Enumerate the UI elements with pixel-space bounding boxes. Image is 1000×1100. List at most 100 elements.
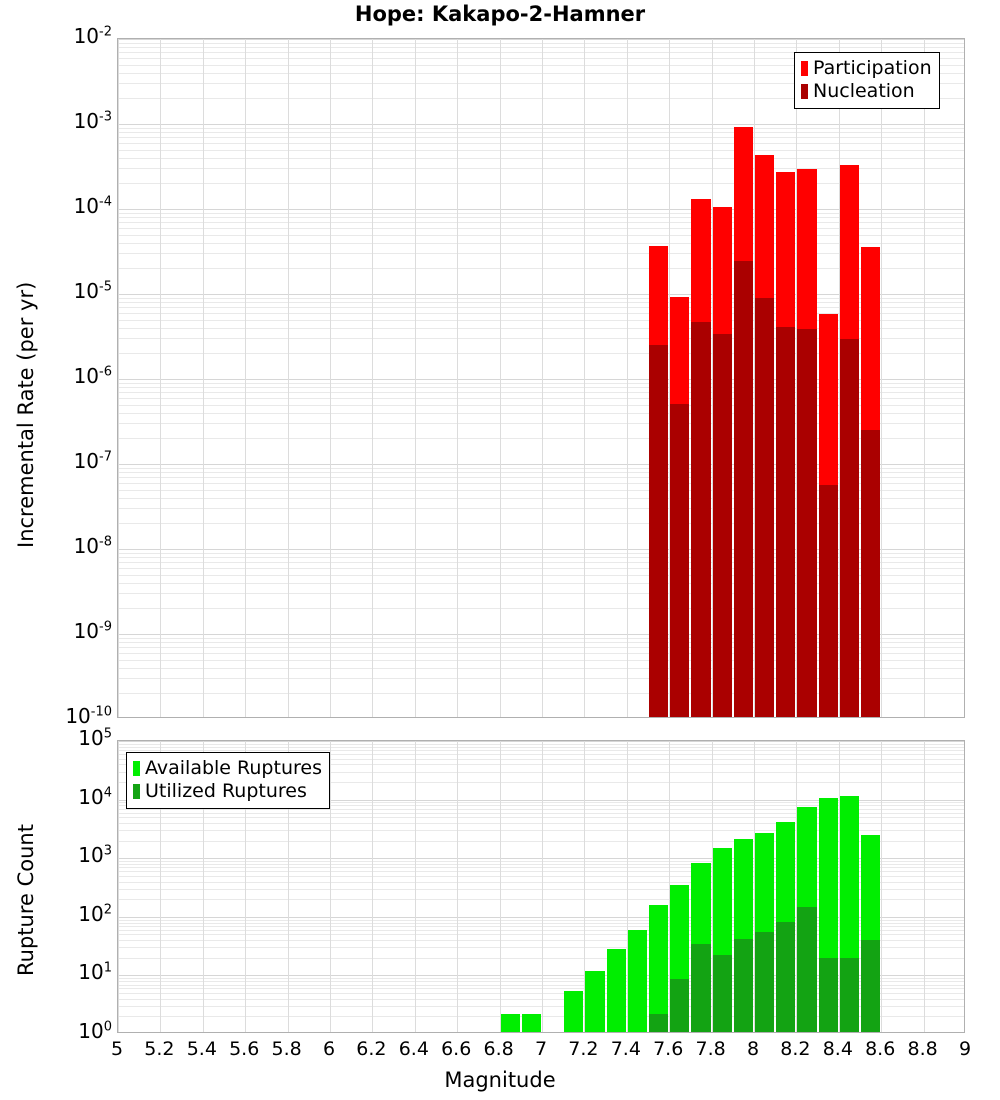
segment-nucleation (649, 344, 669, 717)
xtick-6.4: 6.4 (398, 1038, 429, 1060)
bar-rupture-count-8.5 (861, 741, 881, 1032)
top-ytick--2: 10-2 (73, 24, 112, 48)
segment-utilized-ruptures (861, 940, 881, 1032)
participation-swatch-icon (801, 61, 808, 76)
xtick-7.4: 7.4 (610, 1038, 641, 1060)
top-legend: Participation Nucleation (794, 52, 940, 109)
bar-rupture-count-7.7 (691, 741, 711, 1032)
segment-utilized-ruptures (839, 958, 859, 1032)
xtick-7.2: 7.2 (568, 1038, 599, 1060)
xtick-9: 9 (958, 1038, 972, 1060)
utilized-ruptures-swatch-icon (133, 784, 140, 799)
bar-rupture-count-6.8 (500, 741, 520, 1032)
segment-available-ruptures (500, 1014, 520, 1032)
top-ytick--5: 10-5 (73, 279, 112, 303)
segment-available-ruptures (627, 929, 647, 1032)
segment-nucleation (797, 328, 817, 717)
bar-rupture-count-6.9 (521, 741, 541, 1032)
segment-nucleation (712, 334, 732, 717)
xtick-8: 8 (746, 1038, 760, 1060)
bar-incremental-rate-8.1 (776, 39, 796, 717)
bar-rupture-count-7.3 (606, 741, 626, 1032)
segment-available-ruptures (521, 1014, 541, 1032)
xtick-7.6: 7.6 (653, 1038, 684, 1060)
bar-incremental-rate-7.6 (670, 39, 690, 717)
xtick-8.2: 8.2 (780, 1038, 811, 1060)
bar-rupture-count-8.2 (797, 741, 817, 1032)
bar-rupture-count-7.1 (564, 741, 584, 1032)
top-ytick--9: 10-9 (73, 619, 112, 643)
bottom-y-axis-label: Rupture Count (14, 824, 38, 976)
bottom-ytick-1: 101 (78, 960, 112, 985)
bar-incremental-rate-8.5 (861, 39, 881, 717)
top-ytick--10: 10-10 (65, 704, 112, 728)
segment-nucleation (839, 339, 859, 717)
top-bars (118, 39, 964, 717)
bar-rupture-count-7.9 (733, 741, 753, 1032)
bar-incremental-rate-7.7 (691, 39, 711, 717)
segment-nucleation (776, 326, 796, 717)
xtick-5: 5 (110, 1038, 124, 1060)
bottom-ytick-4: 104 (78, 784, 112, 809)
bar-incremental-rate-7.5 (649, 39, 669, 717)
bar-rupture-count-8.4 (839, 741, 859, 1032)
segment-utilized-ruptures (776, 921, 796, 1032)
legend-label-utilized-ruptures: Utilized Ruptures (145, 780, 307, 802)
page-title: Hope: Kakapo-2-Hamner (354, 2, 646, 26)
bottom-legend: Available Ruptures Utilized Ruptures (126, 752, 330, 809)
legend-item-participation[interactable]: Participation (801, 57, 932, 80)
bottom-ytick-3: 103 (78, 843, 112, 868)
bar-rupture-count-8 (755, 741, 775, 1032)
xtick-8.6: 8.6 (865, 1038, 896, 1060)
segment-utilized-ruptures (755, 932, 775, 1032)
top-ytick--3: 10-3 (73, 109, 112, 133)
xtick-5.8: 5.8 (271, 1038, 302, 1060)
segment-available-ruptures (564, 991, 584, 1032)
bar-rupture-count-6.3 (395, 741, 414, 1032)
bottom-bars (118, 741, 964, 1032)
segment-utilized-ruptures (818, 958, 838, 1032)
xtick-5.6: 5.6 (229, 1038, 260, 1060)
segment-available-ruptures (606, 949, 626, 1032)
legend-item-nucleation[interactable]: Nucleation (801, 80, 932, 103)
xtick-8.4: 8.4 (822, 1038, 853, 1060)
segment-utilized-ruptures (649, 1014, 669, 1032)
bottom-ytick-2: 102 (78, 901, 112, 926)
xtick-6.6: 6.6 (441, 1038, 472, 1060)
legend-label-participation: Participation (813, 57, 932, 79)
top-ytick--6: 10-6 (73, 364, 112, 388)
bottom-ytick-5: 105 (78, 726, 112, 750)
xtick-6.2: 6.2 (356, 1038, 387, 1060)
legend-label-nucleation: Nucleation (813, 80, 915, 102)
bar-rupture-count-7.6 (670, 741, 690, 1032)
available-ruptures-swatch-icon (133, 761, 140, 776)
xtick-8.8: 8.8 (907, 1038, 938, 1060)
xtick-6.8: 6.8 (483, 1038, 514, 1060)
bar-rupture-count-8.1 (776, 741, 796, 1032)
legend-label-available-ruptures: Available Ruptures (145, 757, 322, 779)
bar-incremental-rate-8.3 (818, 39, 838, 717)
top-ytick--8: 10-8 (73, 534, 112, 558)
segment-nucleation (818, 485, 838, 717)
x-axis-label: Magnitude (444, 1068, 556, 1092)
bar-incremental-rate-7.8 (712, 39, 732, 717)
bar-incremental-rate-8.4 (839, 39, 859, 717)
segment-available-ruptures (649, 905, 669, 1032)
top-y-axis-label: Incremental Rate (per yr) (14, 281, 38, 548)
bar-rupture-count-7.2 (585, 741, 605, 1032)
segment-utilized-ruptures (712, 954, 732, 1032)
bottom-ytick-0: 100 (78, 1019, 112, 1043)
bar-rupture-count-7.4 (627, 741, 647, 1032)
bar-rupture-count-7 (543, 741, 562, 1032)
segment-utilized-ruptures (797, 907, 817, 1032)
bar-incremental-rate-8.2 (797, 39, 817, 717)
incremental-rate-plot (117, 38, 965, 718)
bar-incremental-rate-7.9 (733, 39, 753, 717)
nucleation-swatch-icon (801, 84, 808, 99)
legend-item-available-ruptures[interactable]: Available Ruptures (133, 757, 322, 780)
segment-nucleation (755, 297, 775, 717)
segment-utilized-ruptures (733, 938, 753, 1032)
xtick-5.2: 5.2 (144, 1038, 175, 1060)
legend-item-utilized-ruptures[interactable]: Utilized Ruptures (133, 780, 322, 803)
